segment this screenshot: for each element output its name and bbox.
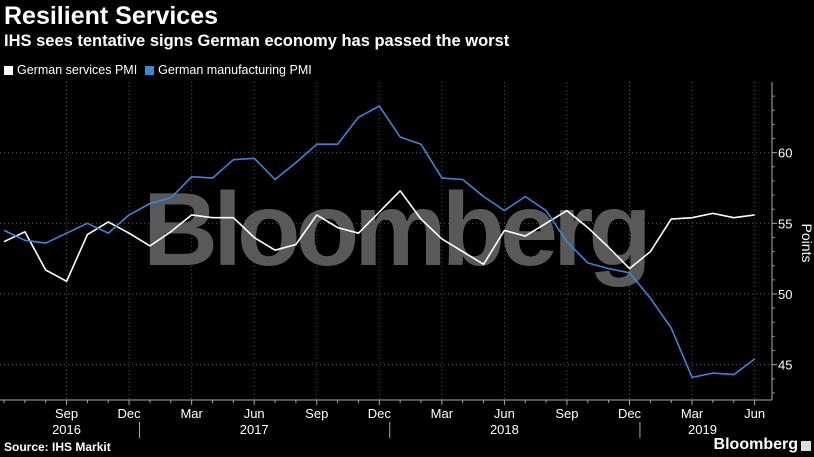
source-note: Source: IHS Markit: [4, 440, 111, 454]
x-tick-label-dec: Dec: [368, 406, 392, 421]
legend-swatch-services: [4, 65, 13, 75]
y-tick-label-55: 55: [778, 216, 792, 231]
x-tick-label-dec: Dec: [118, 406, 142, 421]
chart-title: Resilient Services: [4, 2, 219, 30]
y-tick-label-45: 45: [778, 358, 792, 373]
x-year-label-2019: 2019: [688, 422, 717, 437]
legend-label-services: German services PMI: [17, 63, 138, 77]
legend-swatch-manufacturing: [145, 65, 155, 75]
x-tick-label-jun: Jun: [744, 406, 765, 421]
x-tick-label-mar: Mar: [180, 406, 203, 421]
chart-subtitle: IHS sees tentative signs German economy …: [4, 32, 510, 50]
y-tick-label-60: 60: [778, 146, 792, 161]
legend-item-manufacturing: German manufacturing PMI: [145, 63, 312, 77]
x-year-label-2017: 2017: [240, 422, 269, 437]
x-tick-label-dec: Dec: [618, 406, 642, 421]
legend-label-manufacturing: German manufacturing PMI: [158, 63, 312, 77]
axes: 45 50 55 60 Sep Dec Mar Jun Sep Dec Mar Jun Sep Dec Ma…: [0, 82, 792, 438]
series-lines: [3, 105, 756, 379]
x-tick-label-jun: Jun: [244, 406, 265, 421]
legend-item-services: German services PMI: [4, 63, 137, 77]
x-year-label-2018: 2018: [490, 422, 519, 437]
manufacturing-pmi-line: [3, 105, 756, 379]
x-tick-label-mar: Mar: [681, 406, 704, 421]
grid-lines: [0, 82, 772, 400]
bloomberg-logo-icon: [801, 441, 811, 451]
services-pmi-line: [3, 190, 755, 283]
x-tick-label-jun: Jun: [494, 406, 515, 421]
y-tick-label-50: 50: [778, 287, 792, 302]
x-tick-label-sep: Sep: [55, 406, 78, 421]
y-axis-label: Points: [799, 224, 814, 263]
legend: German services PMI German manufacturing…: [4, 63, 320, 77]
x-tick-label-sep: Sep: [305, 406, 328, 421]
x-year-label-2016: 2016: [52, 422, 81, 437]
x-tick-label-sep: Sep: [555, 406, 578, 421]
x-tick-label-mar: Mar: [431, 406, 454, 421]
bloomberg-watermark: Bloomberg: [143, 172, 647, 288]
bloomberg-logo: Bloomberg: [713, 436, 798, 453]
